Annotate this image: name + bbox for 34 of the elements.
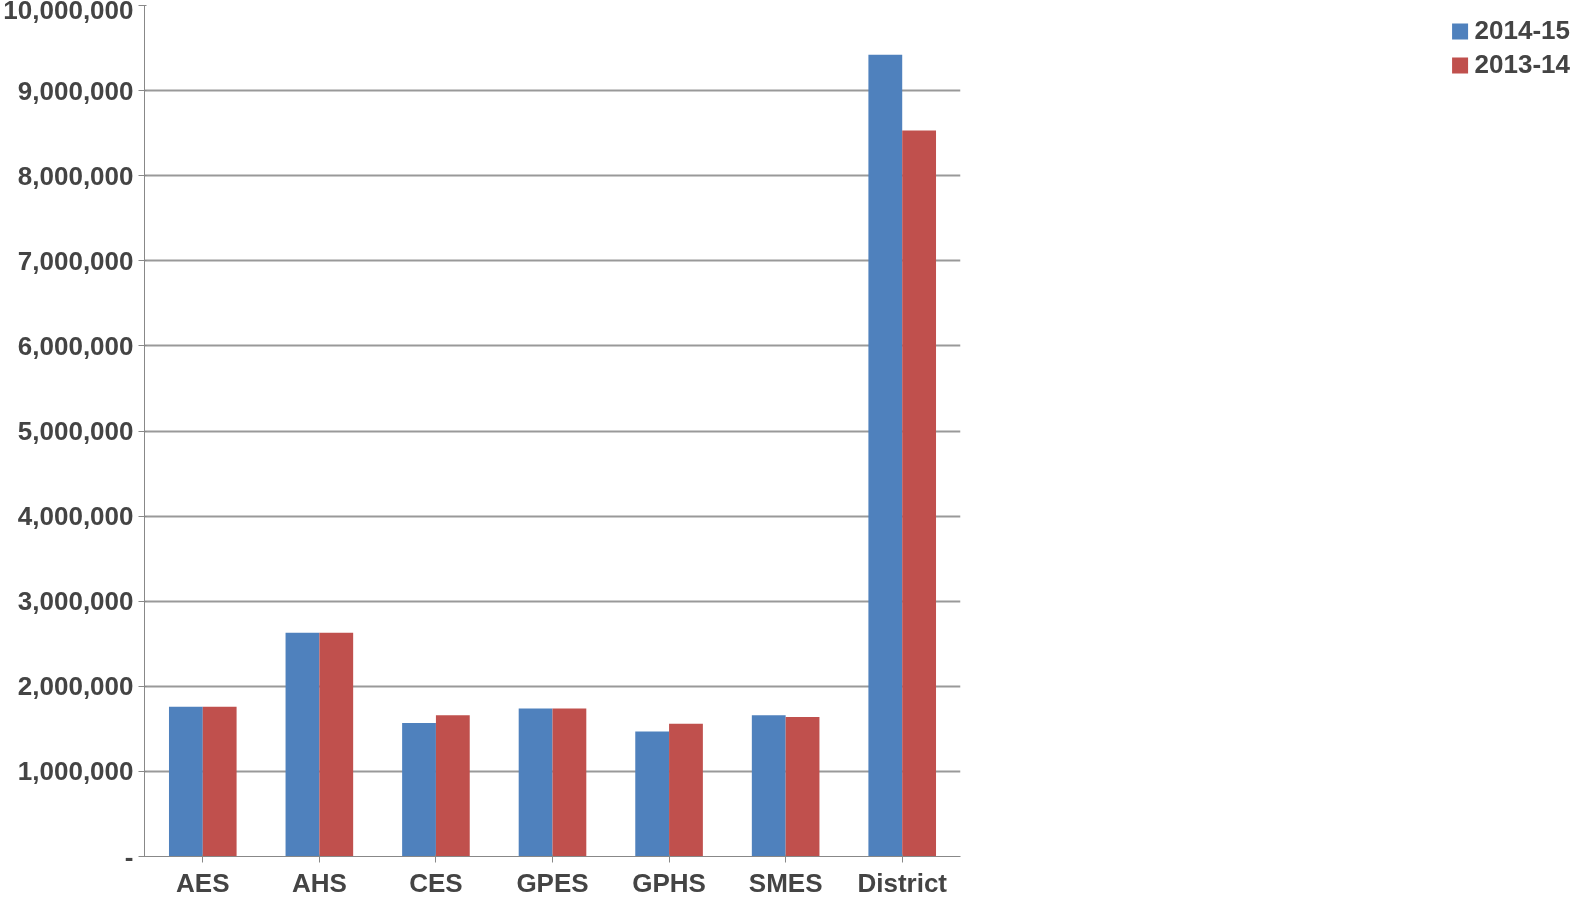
y-tick-label: 8,000,000 bbox=[17, 160, 134, 191]
bar bbox=[868, 54, 903, 857]
y-tick-label: 6,000,000 bbox=[17, 330, 134, 361]
bar bbox=[902, 130, 937, 857]
y-tick-label: 3,000,000 bbox=[17, 586, 134, 617]
bar bbox=[751, 715, 786, 857]
bar bbox=[319, 632, 354, 857]
x-tick-label: District bbox=[857, 867, 948, 898]
y-tick-label: 9,000,000 bbox=[17, 75, 134, 106]
x-tick-label: SMES bbox=[748, 867, 823, 898]
y-tick-label: 10,000,000 bbox=[3, 0, 134, 25]
legend-label: 2013-14 bbox=[1474, 49, 1570, 80]
bar bbox=[435, 715, 470, 857]
bar bbox=[552, 708, 587, 857]
x-tick-label: AES bbox=[176, 867, 230, 898]
x-tick-label: AHS bbox=[291, 867, 347, 898]
x-tick-label: GPHS bbox=[632, 867, 706, 898]
legend-label: 2014-15 bbox=[1474, 15, 1570, 46]
bar bbox=[669, 723, 703, 857]
bar bbox=[285, 632, 320, 857]
y-tick-label: 2,000,000 bbox=[17, 671, 134, 702]
y-tick-label: 7,000,000 bbox=[17, 245, 134, 276]
bar bbox=[635, 731, 670, 857]
y-tick-label: 1,000,000 bbox=[17, 756, 134, 787]
x-tick-label: GPES bbox=[516, 867, 589, 898]
bar bbox=[202, 706, 237, 857]
y-tick-label: - bbox=[124, 841, 134, 872]
y-tick-label: 4,000,000 bbox=[17, 501, 134, 532]
bar bbox=[518, 708, 553, 857]
y-tick-label: 5,000,000 bbox=[17, 416, 134, 446]
bar bbox=[168, 706, 203, 857]
bar bbox=[402, 722, 436, 857]
bar bbox=[785, 716, 820, 857]
x-tick-label: CES bbox=[409, 867, 463, 898]
